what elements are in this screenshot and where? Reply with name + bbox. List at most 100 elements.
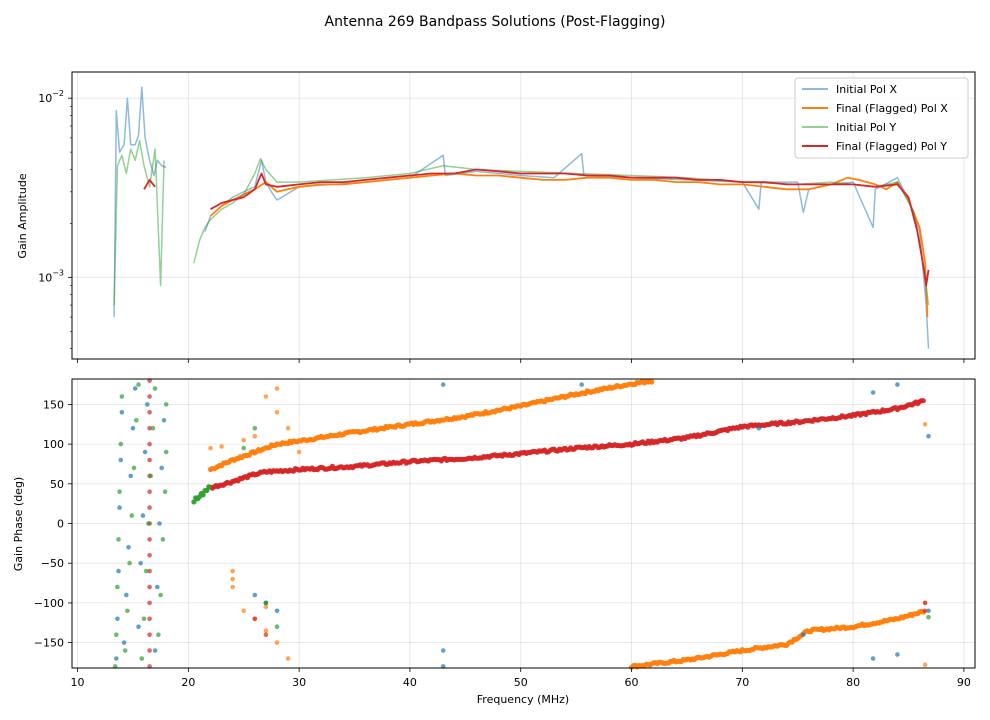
phase-point-initial-pol-x [155, 584, 160, 590]
phase-series [112, 378, 931, 670]
phase-y-tick-label: −150 [34, 637, 64, 650]
phase-point-initial-pol-y [118, 441, 124, 447]
phase-point-initial-pol-y [241, 445, 246, 451]
amplitude-line-final-flagged-pol-y [210, 168, 930, 287]
legend-label-final-pol-x: Final (Flagged) Pol X [836, 102, 948, 115]
phase-point-final-flagged-pol-x [219, 444, 224, 449]
phase-point-final-flagged-pol-x [285, 425, 291, 431]
phase-point-initial-pol-y [150, 425, 156, 431]
phase-point-initial-pol-y [146, 521, 151, 526]
phase-point-initial-pol-y [127, 560, 132, 566]
phase-point-initial-pol-x [136, 624, 141, 629]
phase-point-initial-pol-x [801, 632, 806, 637]
phase-point-initial-pol-x [252, 592, 258, 598]
x-tick-label: 80 [846, 676, 860, 689]
phase-point-initial-pol-x [926, 608, 931, 614]
amplitude-y-tick-exponent: −3 [52, 268, 64, 277]
phase-point-final-flagged-pol-x [241, 608, 246, 614]
x-tick-label: 30 [292, 676, 306, 689]
phase-point-initial-pol-y [152, 386, 158, 391]
phase-point-initial-pol-x [157, 521, 162, 526]
phase-point-initial-pol-x [440, 382, 446, 387]
phase-point-final-flagged-pol-x [263, 604, 269, 610]
phase-point-final-flagged-pol-x [263, 628, 269, 633]
phase-point-initial-pol-x [579, 382, 584, 387]
amplitude-series [113, 86, 930, 349]
phase-point-initial-pol-x [895, 652, 900, 657]
phase-point-final-flagged-pol-x [208, 445, 213, 451]
phase-y-ticks: −150 −100 −50 0 50 100 150 [34, 398, 72, 650]
phase-point-initial-pol-x [756, 425, 762, 431]
phase-y-tick-label: 150 [43, 398, 64, 411]
phase-point-initial-pol-x [870, 390, 876, 395]
phase-y-tick-label: −50 [41, 557, 64, 570]
phase-point-initial-pol-x [152, 648, 158, 653]
legend: Initial Pol X Final (Flagged) Pol X Init… [794, 77, 969, 159]
phase-point-initial-pol-x [440, 648, 446, 653]
phase-point-initial-pol-y [125, 608, 130, 614]
x-tick-label: 90 [957, 676, 971, 689]
phase-point-initial-pol-y [117, 489, 122, 495]
phase-point-initial-pol-x [116, 568, 121, 574]
phase-point-initial-pol-x [124, 592, 129, 598]
phase-point-final-flagged-pol-x [285, 656, 291, 661]
phase-point-final-flagged-pol-y [147, 648, 152, 653]
amplitude-y-ticks: 10−3 10−2 [38, 89, 72, 349]
x-tick-label: 60 [625, 676, 639, 689]
phase-grid [72, 379, 975, 668]
phase-y-tick-label: −100 [34, 597, 64, 610]
phase-point-final-flagged-pol-y [147, 584, 152, 590]
phase-point-initial-pol-x [870, 656, 876, 661]
phase-point-initial-pol-y [156, 632, 161, 637]
phase-point-final-flagged-pol-y [920, 398, 926, 404]
x-tick-label: 40 [403, 676, 417, 689]
phase-point-final-flagged-pol-y [922, 608, 928, 614]
legend-box [794, 77, 969, 159]
amplitude-line-initial-pol-x [204, 152, 930, 349]
phase-point-initial-pol-x [159, 465, 164, 471]
phase-point-initial-pol-y [114, 632, 119, 637]
phase-point-initial-pol-y [274, 624, 280, 629]
phase-point-initial-pol-x [130, 425, 136, 431]
chart-title: Antenna 269 Bandpass Solutions (Post-Fla… [325, 14, 666, 30]
legend-label-initial-pol-x: Initial Pol X [836, 83, 897, 96]
phase-point-initial-pol-y [119, 394, 125, 399]
amplitude-axes-frame [71, 71, 976, 360]
phase-point-initial-pol-y [134, 418, 139, 423]
phase-point-final-flagged-pol-y [147, 489, 152, 495]
phase-point-initial-pol-x [142, 449, 148, 455]
phase-point-final-flagged-pol-x [252, 433, 258, 439]
phase-point-initial-pol-x [126, 545, 131, 550]
phase-point-final-flagged-pol-x [230, 568, 235, 574]
amplitude-panel: 10−3 10−2 Gain Amplitude Initial Pol X Fi… [16, 71, 976, 363]
phase-point-initial-pol-x [132, 386, 138, 391]
phase-y-label: Gain Phase (deg) [12, 477, 25, 571]
amplitude-y-label: Gain Amplitude [16, 173, 29, 258]
phase-point-initial-pol-y [926, 614, 931, 620]
phase-point-initial-pol-x [926, 433, 931, 439]
phase-y-tick-label: 100 [43, 438, 64, 451]
phase-point-final-flagged-pol-x [241, 437, 246, 443]
phase-point-final-flagged-pol-y [147, 505, 152, 510]
phase-point-initial-pol-x [140, 513, 146, 518]
amplitude-line-final-flagged-pol-x [209, 172, 929, 318]
legend-label-initial-pol-y: Initial Pol Y [836, 121, 896, 134]
phase-point-final-flagged-pol-y [147, 600, 152, 606]
phase-point-initial-pol-y [252, 425, 258, 431]
phase-point-final-flagged-pol-y [263, 632, 269, 637]
amplitude-y-tick-exponent: −2 [52, 89, 64, 98]
amplitude-line-final-flagged-pol-y [143, 179, 156, 190]
amplitude-y-tick-label: 10−2 [38, 89, 64, 105]
phase-x-ticks: 10 20 30 40 50 60 70 80 90 [71, 668, 971, 689]
phase-y-tick-label: 0 [57, 518, 64, 531]
phase-point-initial-pol-y [129, 513, 135, 518]
phase-point-initial-pol-x [121, 640, 127, 645]
phase-point-initial-pol-x [114, 656, 119, 661]
phase-point-initial-pol-x [119, 410, 125, 415]
amplitude-y-tick-label: 10−3 [38, 268, 64, 284]
phase-point-final-flagged-pol-y [147, 537, 152, 542]
phase-point-initial-pol-y [115, 584, 120, 590]
phase-point-final-flagged-pol-y [147, 410, 152, 415]
